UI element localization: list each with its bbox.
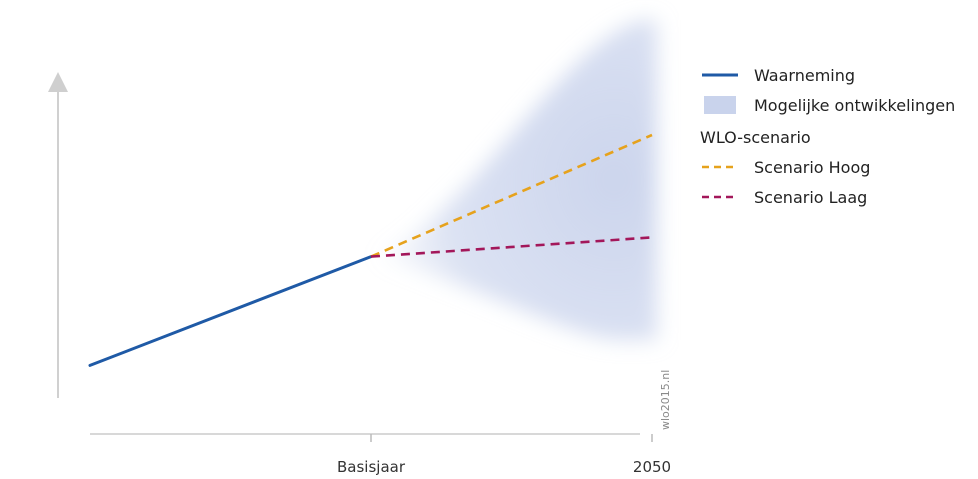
scenario-hoog-line <box>370 133 653 258</box>
watermark: wlo2015.nl <box>659 370 672 430</box>
legend-label-band: Mogelijke ontwikkelingen <box>754 95 956 115</box>
legend-swatch-band <box>700 95 740 115</box>
legend-item-observation: Waarneming <box>700 60 975 90</box>
legend-label-scenario-hoog: Scenario Hoog <box>754 157 871 177</box>
legend-swatch-scenario-hoog <box>700 157 740 177</box>
observation-line <box>88 255 373 367</box>
scenario-laag-line <box>370 236 653 258</box>
legend-heading-scenarios: WLO-scenario <box>700 127 811 147</box>
legend-item-band: Mogelijke ontwikkelingen <box>700 90 975 120</box>
legend-label-observation: Waarneming <box>754 65 856 85</box>
legend-swatch-scenario-laag <box>700 187 740 207</box>
x-tick-label-2050: 2050 <box>633 458 671 476</box>
legend: Waarneming Mogelijke ontwikkelingen WLO-… <box>700 60 975 212</box>
legend-swatch-observation <box>700 65 740 85</box>
band-area <box>371 20 657 340</box>
legend-item-scenario-hoog: Scenario Hoog <box>700 152 975 182</box>
legend-label-scenario-laag: Scenario Laag <box>754 187 868 207</box>
legend-item-scenario-laag: Scenario Laag <box>700 182 975 212</box>
x-tick-label-basisjaar: Basisjaar <box>337 458 406 476</box>
